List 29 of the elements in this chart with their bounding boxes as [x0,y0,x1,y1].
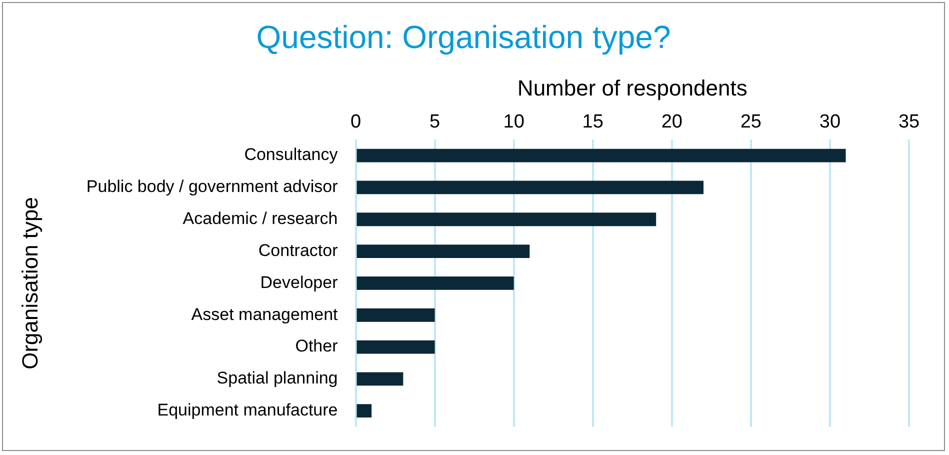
bar [356,180,704,194]
x-tick-label: 25 [740,111,762,132]
bar [356,244,530,258]
x-tick-label: 15 [582,111,604,132]
bar [356,340,435,354]
x-tick-label: 0 [350,111,362,132]
x-tick-label: 20 [661,111,682,132]
bar [356,276,514,290]
y-tick-label: Developer [260,272,338,292]
y-tick-label: Academic / research [182,209,338,228]
x-tick-label: 35 [898,111,920,132]
x-axis-title: Number of respondents [517,76,748,101]
y-axis-title: Organisation type [17,196,42,370]
bar [356,372,404,386]
bar [356,404,372,418]
y-tick-label: Asset management [191,304,338,324]
y-tick-label: Equipment manufacture [157,400,338,420]
y-tick-label: Spatial planning [216,368,338,388]
bar [356,308,435,322]
y-tick-label: Other [295,336,338,356]
y-tick-label: Consultancy [244,145,338,164]
y-tick-label: Public body / government advisor [86,177,338,196]
x-tick-label: 5 [430,111,440,132]
bar [356,212,656,226]
x-tick-label: 10 [503,111,524,132]
bar [356,148,846,162]
y-tick-label: Contractor [258,240,338,260]
chart-title: Question: Organisation type? [256,19,671,56]
x-tick-label: 30 [819,111,841,132]
